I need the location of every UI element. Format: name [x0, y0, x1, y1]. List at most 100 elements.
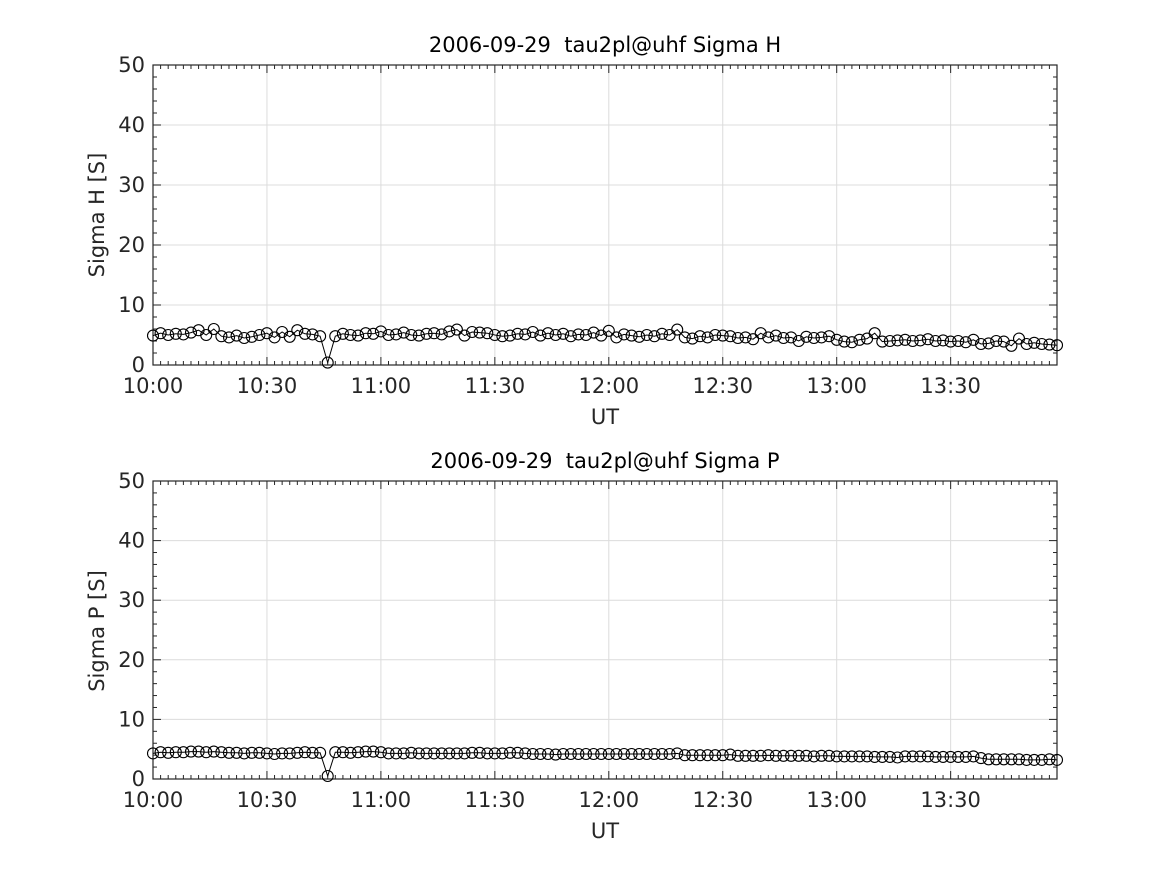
data-point-marker [557, 327, 570, 340]
data-point-marker [503, 746, 517, 759]
data-point-marker [982, 753, 995, 766]
y-tick-label: 10 [118, 293, 145, 317]
data-point-marker [367, 745, 380, 758]
data-point-marker [306, 746, 319, 759]
data-point-marker [845, 750, 858, 763]
data-point-marker [458, 329, 471, 342]
data-point-marker [937, 334, 950, 347]
data-point-marker [747, 333, 760, 346]
data-point-marker [276, 747, 289, 760]
data-point-marker [648, 747, 661, 761]
data-point-marker [200, 746, 213, 759]
data-point-marker [625, 747, 638, 761]
x-tick-label: 13:00 [806, 374, 867, 398]
x-tick-label: 10:00 [123, 788, 184, 812]
data-point-marker [1035, 753, 1048, 766]
data-point-marker [245, 746, 258, 759]
data-point-marker [595, 747, 608, 761]
data-point-marker [1020, 753, 1033, 766]
data-point-marker [914, 334, 927, 347]
x-tick-label: 13:00 [806, 788, 867, 812]
y-tick-label: 30 [118, 173, 145, 197]
data-point-marker [617, 328, 631, 341]
data-point-marker [587, 326, 600, 339]
grid [152, 64, 1057, 366]
data-point-marker [405, 746, 418, 759]
data-point-marker [314, 330, 327, 343]
x-axis-label: UT [591, 405, 619, 429]
x-tick-label: 11:30 [465, 788, 526, 812]
data-point-marker [352, 746, 365, 759]
data-point-marker [792, 749, 805, 762]
x-tick-label: 10:30 [237, 788, 298, 812]
x-tick-label: 12:30 [692, 374, 753, 398]
data-point-marker [982, 337, 995, 350]
data-point-marker [838, 750, 851, 763]
data-point-marker [466, 746, 479, 759]
data-point-marker [519, 328, 532, 341]
data-point-marker [283, 330, 296, 343]
data-point-marker [435, 328, 448, 341]
data-point-marker [336, 746, 349, 759]
data-point-marker [519, 747, 532, 760]
data-point-marker [997, 335, 1010, 348]
data-point-marker [1035, 337, 1048, 351]
data-point-marker [807, 331, 820, 345]
y-tick-label: 50 [118, 469, 145, 493]
data-point-marker [655, 327, 669, 340]
data-point-marker [359, 327, 372, 340]
data-point-marker [610, 331, 623, 344]
data-point-marker [640, 328, 653, 342]
data-point-marker [1005, 339, 1018, 352]
x-tick-label: 12:00 [579, 788, 640, 812]
axis-ticks [152, 480, 1058, 780]
data-point-marker [435, 747, 448, 760]
data-point-marker [762, 749, 775, 762]
data-series [146, 745, 1064, 783]
data-point-marker [238, 747, 251, 760]
data-point-marker [671, 323, 684, 336]
data-point-marker [701, 331, 714, 344]
data-point-marker [853, 333, 866, 346]
y-tick-label: 20 [118, 233, 145, 257]
data-point-marker [1043, 753, 1056, 766]
data-point-marker [868, 327, 881, 340]
data-point-marker [587, 747, 600, 761]
x-tick-label: 10:00 [123, 374, 184, 398]
data-point-marker [230, 329, 243, 342]
data-point-marker [967, 333, 980, 346]
data-point-marker [420, 747, 433, 760]
data-point-marker [1028, 336, 1041, 349]
x-tick-label: 11:30 [465, 374, 526, 398]
data-point-marker [314, 746, 327, 759]
axis-ticks [152, 64, 1058, 366]
x-tick-label: 11:00 [351, 788, 412, 812]
data-point-marker [450, 323, 463, 336]
plot-frame [152, 64, 1058, 366]
data-point-marker [298, 327, 311, 340]
data-point-marker [1050, 339, 1064, 352]
data-point-marker [1028, 753, 1041, 766]
x-tick-label: 12:30 [692, 788, 753, 812]
data-point-marker [716, 329, 729, 342]
data-point-marker [906, 334, 919, 348]
data-point-marker [572, 747, 585, 761]
data-point-marker [177, 328, 190, 341]
x-axis-label: UT [591, 819, 619, 843]
data-point-marker [876, 750, 889, 763]
data-point-marker [245, 330, 258, 343]
series-line [152, 751, 1058, 778]
data-point-marker [420, 327, 433, 340]
data-point-marker [959, 750, 972, 763]
data-point-marker [959, 336, 972, 349]
data-point-marker [412, 747, 425, 760]
data-point-marker [215, 746, 228, 759]
data-point-marker [488, 328, 501, 342]
y-tick-label: 0 [132, 353, 145, 377]
data-point-marker [344, 328, 357, 342]
data-point-marker [1020, 337, 1033, 351]
data-point-marker [610, 747, 623, 761]
data-point-marker [260, 747, 273, 760]
data-point-marker [428, 747, 441, 760]
data-point-marker [215, 330, 228, 343]
